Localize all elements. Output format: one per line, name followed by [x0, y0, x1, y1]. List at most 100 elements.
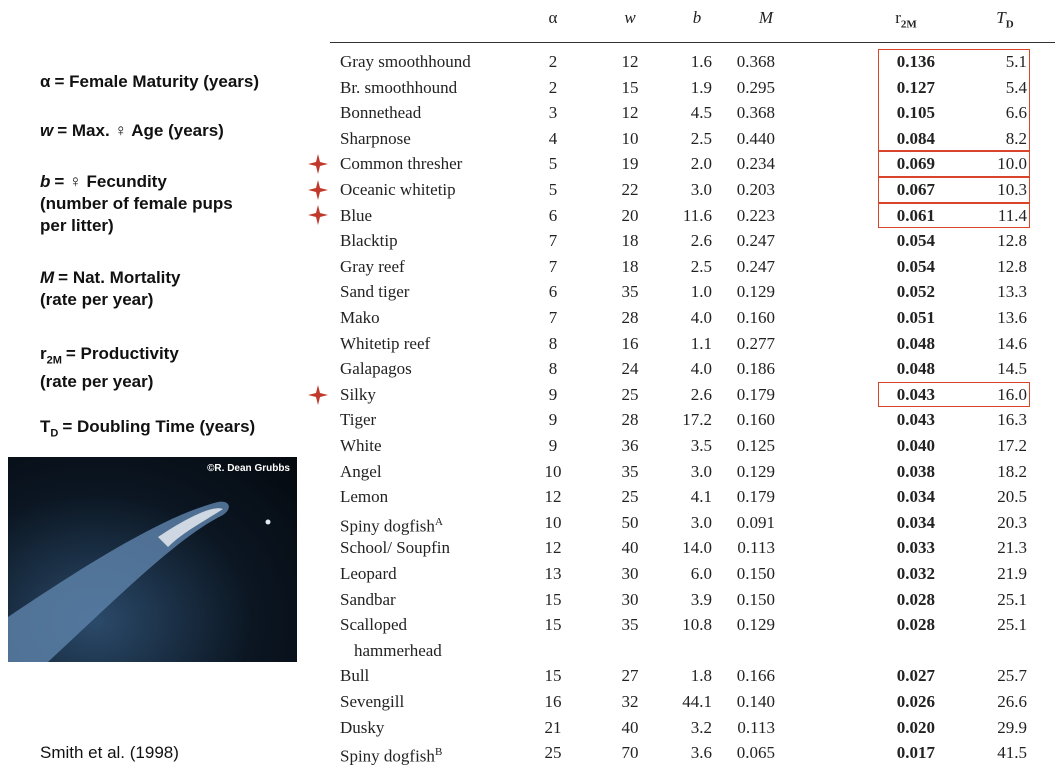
- table-cell: 0.026: [896, 692, 935, 711]
- species-name-text: Gray reef: [340, 256, 405, 276]
- legend-item: b = ♀ Fecundity (number of female pups per …: [40, 171, 233, 237]
- table-cell: 3.0: [690, 461, 712, 481]
- table-cell: 35: [621, 461, 639, 481]
- legend-symbol: α: [40, 72, 51, 91]
- table-cell: 3.6: [690, 743, 712, 763]
- citation: Smith et al. (1998): [40, 743, 179, 762]
- shark-photo: ©R. Dean Grubbs: [8, 457, 297, 662]
- table-cell: 0.043: [896, 384, 935, 404]
- species-name-cont: hammerhead: [354, 640, 442, 660]
- table-cell: 0.186: [736, 359, 775, 379]
- table-cell: 0.048: [896, 333, 935, 353]
- table-cell: 25: [544, 743, 562, 763]
- table-cell: 10: [544, 512, 562, 532]
- table-cell: 15: [544, 615, 562, 635]
- species-name-text: White: [340, 436, 382, 455]
- table-cell: 28: [621, 308, 639, 327]
- legend-line: w = Max. ♀ Age (years): [40, 120, 224, 142]
- table-cell: 0.277: [736, 333, 775, 353]
- legend-text: = ♀ Fecundity: [54, 172, 167, 191]
- table-cell: 29.9: [997, 717, 1027, 737]
- table-cell: 18: [621, 256, 639, 276]
- legend-text: (rate per year): [40, 372, 154, 392]
- legend-line: α = Female Maturity (years): [40, 71, 259, 93]
- table-cell: 44.1: [682, 692, 712, 711]
- table-cell: 13: [544, 564, 562, 583]
- table-cell: 2: [548, 77, 558, 97]
- table-cell: 14.0: [682, 538, 712, 558]
- legend-item: w = Max. ♀ Age (years): [40, 120, 224, 142]
- legend-subscript: D: [50, 427, 59, 440]
- table-cell: 12: [621, 103, 639, 123]
- species-name: Bonnethead: [340, 100, 421, 126]
- table-cell: 0.129: [736, 282, 775, 302]
- table-cell: 0.295: [736, 77, 775, 97]
- species-name: School/ Soupfin: [340, 535, 450, 561]
- legend-text: (rate per year): [40, 290, 154, 309]
- table-cell: 25.1: [997, 615, 1027, 635]
- column-header: M: [736, 6, 796, 30]
- table-cell: 0.034: [896, 487, 935, 507]
- table-cell: 21.9: [997, 564, 1027, 583]
- table-cell: 10.8: [682, 615, 712, 635]
- table-cell: 0.160: [736, 308, 775, 327]
- table-cell: 70: [621, 743, 639, 763]
- species-name: White: [340, 433, 382, 459]
- table-cell: 0.028: [896, 589, 935, 609]
- header-text: M: [758, 8, 774, 27]
- table-cell: 21: [544, 717, 562, 737]
- highlight-box: [878, 177, 1030, 203]
- table-cell: 2.5: [690, 256, 712, 276]
- table-cell: 13.3: [997, 282, 1027, 302]
- table-cell: 4.0: [690, 359, 712, 379]
- table-cell: 16.3: [997, 410, 1027, 430]
- photo-credit: ©R. Dean Grubbs: [207, 463, 290, 474]
- species-name-text: Sandbar: [340, 589, 396, 609]
- species-name-text: Sevengill: [340, 692, 405, 711]
- table-cell: 0.247: [736, 256, 775, 276]
- legend-item: r2M = Productivity (rate per year): [40, 343, 179, 393]
- table-cell: 10.3: [997, 180, 1027, 199]
- star-shape: [308, 154, 328, 175]
- legend-text: = Female Maturity (years): [54, 72, 260, 91]
- table-cell: 20.3: [997, 512, 1027, 532]
- table-cell: 0.084: [896, 128, 935, 148]
- table-cell: 10: [621, 128, 639, 148]
- column-header: r2M: [876, 6, 936, 36]
- table-cell: 3.0: [690, 180, 712, 199]
- table-cell: 3: [548, 103, 558, 123]
- highlight-box: [878, 202, 1030, 229]
- table-cell: 10: [544, 461, 562, 481]
- table-cell: 0.105: [896, 103, 935, 123]
- species-name-text: Blacktip: [340, 231, 398, 251]
- table-cell: 19: [621, 154, 639, 174]
- species-name: Common thresher: [340, 151, 462, 177]
- species-name-text: Leopard: [340, 564, 397, 583]
- table-cell: 0.129: [736, 461, 775, 481]
- star-marker: [308, 179, 328, 200]
- column-header: b: [667, 6, 727, 30]
- table-cell: 11.6: [682, 205, 712, 225]
- species-name-text: Gray smoothhound: [340, 52, 471, 71]
- table-cell: 0.113: [737, 717, 775, 737]
- table-cell: 25.7: [997, 666, 1027, 686]
- highlight-box: [878, 49, 1030, 152]
- species-name-text: Oceanic whitetip: [340, 180, 456, 199]
- table-cell: 0.043: [896, 410, 935, 430]
- table-cell: 20: [621, 205, 639, 225]
- table-cell: 0.223: [736, 205, 775, 225]
- header-text: α: [548, 8, 558, 27]
- table-cell: 12.8: [997, 256, 1027, 276]
- table-cell: 5: [548, 180, 558, 199]
- table-cell: 0.052: [896, 282, 935, 302]
- table-cell: 32: [621, 692, 639, 711]
- header-text: T: [996, 8, 1006, 27]
- table-cell: 0.440: [736, 128, 775, 148]
- table-cell: 0.166: [736, 666, 775, 686]
- species-name-text: Dusky: [340, 717, 385, 737]
- star-shape: [308, 205, 328, 226]
- legend-line: r2M = Productivity: [40, 343, 179, 371]
- table-cell: 0.033: [896, 538, 935, 558]
- table-cell: 21.3: [997, 538, 1027, 558]
